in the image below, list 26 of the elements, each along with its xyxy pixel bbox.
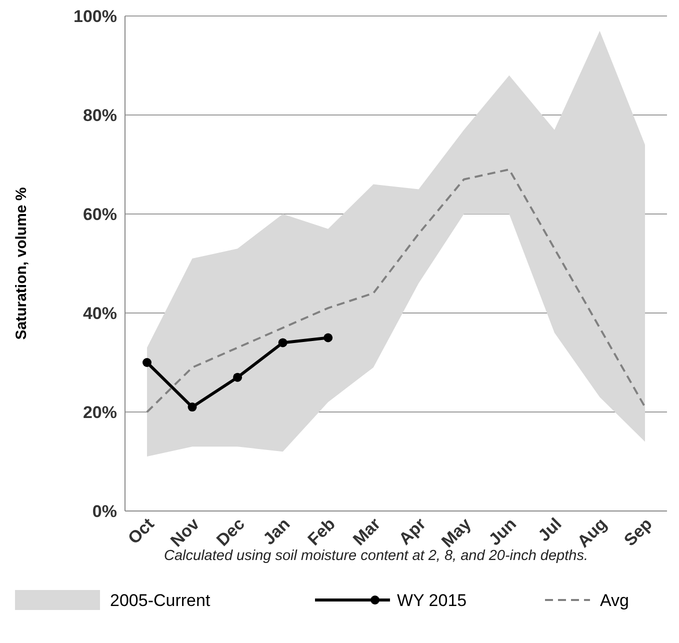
y-tick-label: 20% [82, 403, 117, 422]
x-tick-label: Mar [349, 514, 384, 550]
y-tick-label: 100% [74, 7, 117, 26]
y-tick-label: 60% [82, 205, 117, 224]
point [278, 338, 288, 348]
line-series [146, 168, 646, 413]
y-tick-label: 80% [82, 106, 117, 125]
x-tick-label: Nov [166, 514, 204, 551]
x-tick-label: Apr [395, 514, 430, 549]
x-tick-label: Jul [534, 514, 566, 546]
x-tick-label: Sep [620, 514, 656, 550]
x-tick-label: Oct [124, 514, 158, 548]
point [324, 333, 333, 342]
x-tick-label: Jan [259, 514, 294, 549]
legend-label: 2005-Current [110, 591, 210, 610]
y-tick-label: 0% [92, 502, 117, 521]
x-tick-label: Jun [485, 514, 520, 550]
y-axis-title: Saturation, volume % [13, 187, 30, 340]
point [233, 372, 242, 382]
x-tick-label: Feb [304, 514, 339, 550]
x-tick-label: Dec [212, 514, 248, 550]
y-tick-label: 40% [82, 304, 117, 323]
point [188, 402, 197, 412]
legend-label: Avg [600, 591, 629, 610]
legend-label: WY 2015 [397, 591, 467, 610]
point [142, 358, 152, 367]
